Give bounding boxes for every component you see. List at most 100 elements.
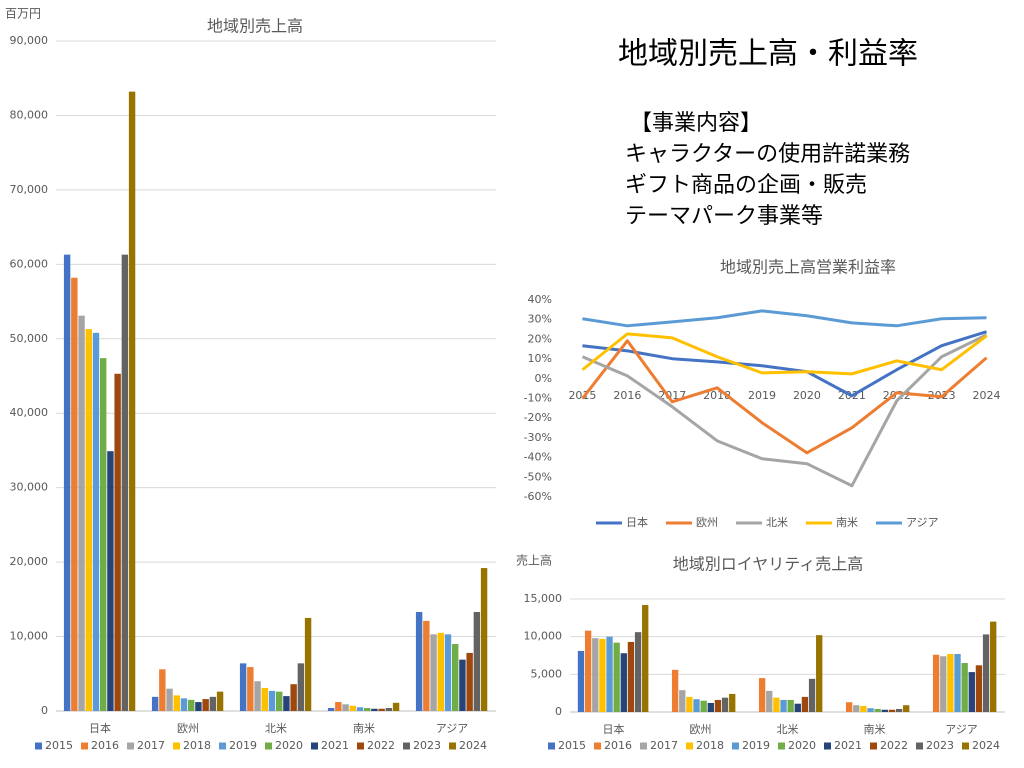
bar [714, 699, 722, 712]
bar [444, 634, 452, 711]
bar [613, 642, 620, 712]
x-tick-label: 欧州 [690, 723, 712, 736]
bar [634, 632, 642, 712]
legend-swatch [594, 742, 601, 750]
bar [195, 702, 202, 711]
y-tick-label: 80,000 [10, 108, 49, 121]
bar [371, 708, 378, 711]
bar [466, 652, 473, 711]
bar [853, 705, 860, 712]
bar [816, 635, 823, 712]
y-tick-label: 60,000 [10, 257, 49, 270]
y-tick-label: 10% [528, 352, 552, 365]
bar [932, 654, 940, 712]
legend-label: 2016 [91, 739, 119, 752]
bar [679, 690, 686, 712]
legend-swatch [824, 742, 831, 750]
bar [990, 621, 997, 712]
legend-label: 2023 [926, 739, 954, 752]
bar [808, 678, 816, 712]
bar [766, 690, 773, 712]
bar [297, 663, 305, 711]
legend-label: 北米 [766, 516, 788, 529]
bar [209, 696, 217, 711]
y-tick-label: -10% [524, 392, 552, 405]
bar [349, 705, 356, 711]
bar [430, 634, 437, 711]
y-tick-label: -20% [524, 411, 552, 424]
bar [975, 665, 983, 712]
bar [961, 663, 968, 712]
legend-label: 2024 [972, 739, 1000, 752]
bar [254, 681, 261, 711]
bar [620, 653, 627, 712]
bar [63, 254, 71, 711]
bar [903, 705, 910, 712]
legend-swatch [81, 742, 88, 750]
legend-label: 2020 [788, 739, 816, 752]
bar [947, 653, 954, 712]
legend-swatch [916, 742, 923, 750]
y-tick-label: -60% [524, 490, 552, 503]
bar [592, 638, 599, 712]
x-tick-label: 2015 [568, 389, 596, 402]
bar [758, 678, 766, 712]
bar [78, 315, 85, 711]
bar [290, 684, 297, 711]
legend-label: 南米 [836, 516, 858, 529]
y-tick-label: 0% [535, 372, 552, 385]
bar [954, 653, 961, 712]
chart-title: 地域別売上高 [207, 17, 303, 36]
line [581, 339, 988, 455]
y-tick-label: 10,000 [10, 630, 49, 643]
legend-swatch [35, 742, 42, 750]
description-line: 【事業内容】 [630, 111, 762, 136]
bar [107, 451, 114, 711]
slide-title: 地域別売上高・利益率 [618, 37, 918, 72]
bar [268, 690, 276, 711]
x-tick-label: 2019 [748, 389, 776, 402]
legend-label: 2015 [558, 739, 586, 752]
legend-swatch [778, 742, 785, 750]
x-tick-label: 2024 [973, 389, 1001, 402]
bar [874, 708, 881, 712]
bar [700, 700, 707, 712]
legend-swatch [732, 742, 739, 750]
legend-label: 2021 [834, 739, 862, 752]
line [582, 330, 987, 398]
legend-label: 2021 [321, 739, 349, 752]
bar [801, 696, 809, 712]
bar [599, 638, 606, 712]
bar [100, 358, 107, 711]
bar [356, 707, 364, 711]
bar [686, 696, 693, 712]
y-tick-label: 30,000 [10, 481, 49, 494]
line [582, 309, 987, 328]
y-tick-label: 90,000 [10, 34, 49, 47]
y-tick-label: 0 [41, 704, 48, 717]
bar [121, 254, 129, 711]
bar [423, 620, 430, 711]
legend-label: アジア [906, 516, 939, 529]
y-tick-label: 0 [555, 705, 562, 718]
legend-label: 2015 [45, 739, 73, 752]
bar [114, 373, 121, 711]
bar [480, 568, 488, 711]
y-tick-label: 20% [528, 332, 552, 345]
bar [642, 605, 649, 712]
y-axis-unit: 売上高 [516, 553, 552, 568]
bar [173, 695, 180, 711]
bar [335, 702, 342, 711]
bar [437, 632, 444, 711]
y-tick-label: 50,000 [10, 332, 49, 345]
x-tick-label: 日本 [603, 722, 625, 736]
y-tick-label: 20,000 [10, 555, 49, 568]
chart-title: 地域別売上高営業利益率 [720, 258, 896, 277]
bar [415, 611, 423, 711]
legend-label: 2019 [742, 739, 770, 752]
legend-label: 2017 [650, 739, 678, 752]
bar [787, 699, 794, 712]
legend-label: 2018 [183, 739, 211, 752]
legend-swatch [311, 742, 318, 750]
